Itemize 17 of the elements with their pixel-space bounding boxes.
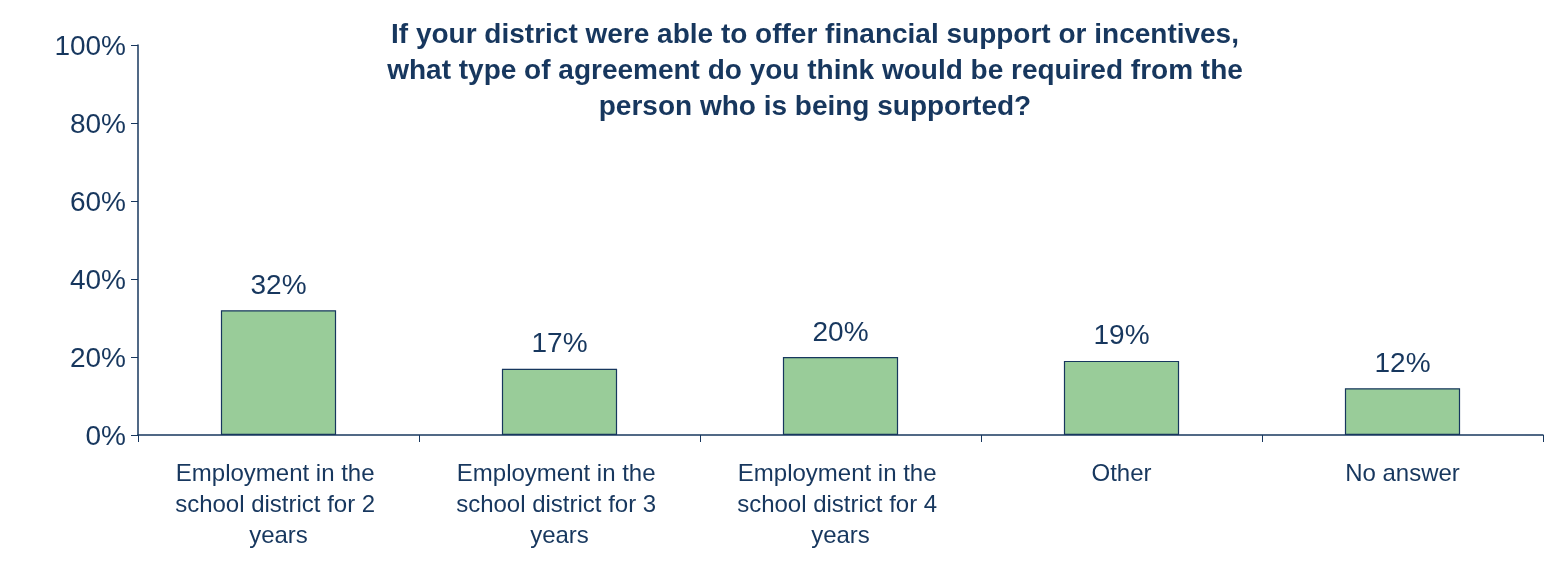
x-tick-label: Other	[1091, 459, 1152, 486]
x-tick-label: No answer	[1345, 459, 1460, 486]
x-tick-label: Employment in the school district for 3 years	[456, 459, 663, 548]
data-label: 12%	[1374, 346, 1431, 378]
x-tick-label: Employment in the school district for 4 years	[737, 459, 944, 548]
data-label: 20%	[812, 315, 869, 347]
y-tick-label: 40%	[69, 263, 126, 295]
data-label: 32%	[250, 268, 307, 300]
x-tick-label: Employment in the school district for 2 years	[175, 459, 382, 548]
y-tick-label: 60%	[69, 185, 126, 217]
chart-title: If your district were able to offer financial support or incentives, what type of agreement do you think would be required from the person who is being supported?	[386, 17, 1243, 121]
y-tick-label: 100%	[54, 29, 126, 61]
y-tick-label: 80%	[69, 107, 126, 139]
data-label: 17%	[531, 327, 588, 359]
data-label: 19%	[1093, 319, 1150, 351]
y-tick-label: 20%	[69, 341, 126, 373]
y-tick-label: 0%	[85, 419, 126, 451]
